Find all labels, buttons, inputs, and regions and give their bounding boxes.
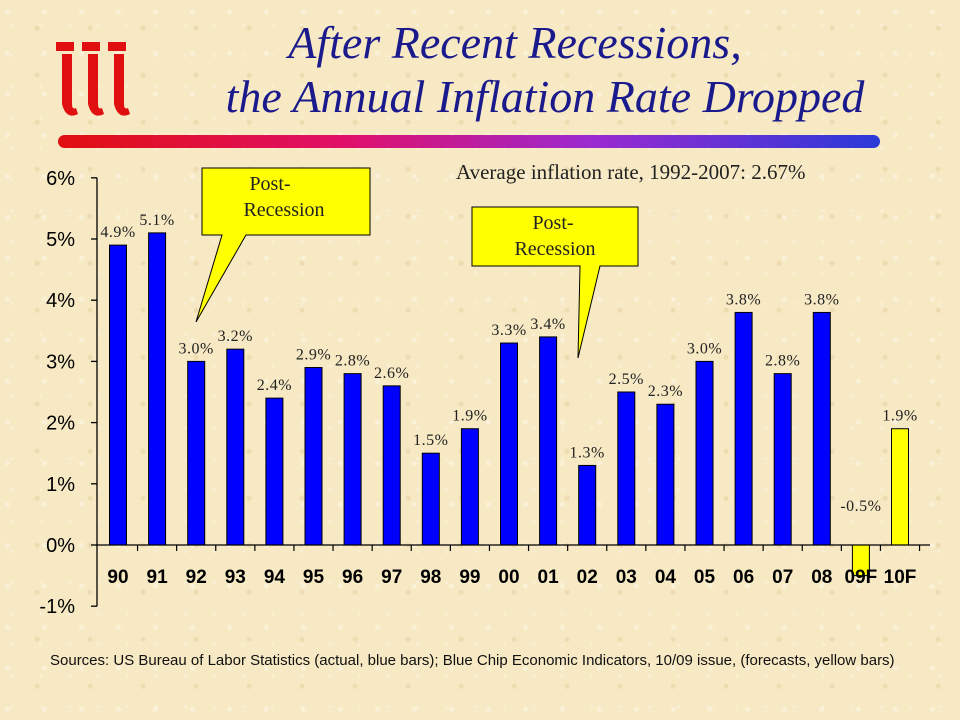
data-label: 1.5% bbox=[413, 432, 448, 449]
data-label: 2.3% bbox=[648, 383, 683, 400]
x-tick-label: 99 bbox=[459, 567, 480, 588]
x-tick-label: 09F bbox=[845, 567, 878, 588]
x-tick-label: 93 bbox=[225, 567, 246, 588]
data-label: 5.1% bbox=[139, 212, 174, 229]
bar-03 bbox=[617, 391, 636, 546]
y-tick-label: 0% bbox=[46, 535, 75, 557]
x-tick-label: 01 bbox=[538, 567, 560, 588]
x-tick-label: 00 bbox=[498, 567, 519, 588]
callout-1-line2: Recession bbox=[243, 199, 324, 221]
x-tick-label: 02 bbox=[577, 567, 598, 588]
x-tick-label: 94 bbox=[264, 567, 286, 588]
title-divider bbox=[58, 135, 880, 148]
y-tick-label: -1% bbox=[39, 596, 75, 618]
data-label: 2.8% bbox=[765, 353, 800, 370]
x-tick-label: 04 bbox=[655, 567, 677, 588]
x-tick-label: 97 bbox=[381, 567, 402, 588]
bar-02 bbox=[578, 464, 597, 546]
x-tick-label: 06 bbox=[733, 567, 754, 588]
bar-06 bbox=[734, 311, 753, 546]
bar-08 bbox=[812, 311, 831, 546]
bar-95 bbox=[304, 367, 323, 546]
data-label: 2.6% bbox=[374, 365, 409, 382]
bar-10F bbox=[891, 428, 909, 546]
x-tick-label: 96 bbox=[342, 567, 363, 588]
data-label: 3.2% bbox=[218, 328, 253, 345]
average-note: Average inflation rate, 1992-2007: 2.67% bbox=[456, 160, 806, 184]
sources-note: Sources: US Bureau of Labor Statistics (… bbox=[50, 652, 895, 669]
iii-logo-icon bbox=[56, 42, 130, 116]
data-label: 1.9% bbox=[452, 408, 487, 425]
data-label: 2.5% bbox=[609, 371, 644, 388]
x-tick-label: 03 bbox=[616, 567, 637, 588]
callout-post-recession-2: Post- Recession bbox=[471, 206, 639, 359]
data-label: -0.5% bbox=[840, 498, 881, 515]
x-tick-label: 90 bbox=[107, 567, 128, 588]
bar-99 bbox=[460, 428, 479, 546]
x-tick-label: 10F bbox=[884, 567, 917, 588]
bar-90 bbox=[109, 244, 127, 546]
data-label: 3.3% bbox=[491, 322, 526, 339]
data-label: 2.9% bbox=[296, 347, 331, 364]
y-tick-label: 1% bbox=[46, 474, 75, 496]
bar-04 bbox=[656, 403, 675, 546]
y-tick-label: 6% bbox=[46, 168, 75, 190]
data-label: 3.8% bbox=[804, 291, 839, 308]
title-line-1: After Recent Recessions, bbox=[288, 17, 742, 68]
data-label: 3.8% bbox=[726, 291, 761, 308]
data-label: 1.9% bbox=[882, 408, 917, 425]
bar-91 bbox=[148, 232, 167, 546]
data-label: 1.3% bbox=[570, 444, 605, 461]
data-label: 4.9% bbox=[100, 224, 135, 241]
bar-00 bbox=[500, 342, 518, 546]
bar-01 bbox=[539, 336, 558, 546]
x-tick-label: 98 bbox=[420, 567, 441, 588]
bar-93 bbox=[226, 348, 245, 546]
x-tick-label: 91 bbox=[147, 567, 169, 588]
bar-94 bbox=[265, 397, 284, 546]
data-label: 2.8% bbox=[335, 353, 370, 370]
x-tick-label: 05 bbox=[694, 567, 716, 588]
data-label: 3.4% bbox=[530, 316, 565, 333]
y-tick-label: 3% bbox=[46, 351, 75, 373]
y-tick-label: 2% bbox=[46, 413, 75, 435]
bar-96 bbox=[343, 373, 362, 546]
data-label: 2.4% bbox=[257, 377, 292, 394]
callout-2-line1: Post- bbox=[532, 212, 573, 234]
y-tick-label: 4% bbox=[46, 290, 75, 312]
data-label: 3.0% bbox=[179, 340, 214, 357]
bar-97 bbox=[382, 385, 401, 546]
callout-1-line1: Post- bbox=[249, 173, 290, 195]
x-tick-label: 95 bbox=[303, 567, 325, 588]
x-tick-label: 08 bbox=[811, 567, 832, 588]
x-tick-label: 07 bbox=[772, 567, 793, 588]
bar-05 bbox=[695, 360, 714, 546]
title-line-2: the Annual Inflation Rate Dropped bbox=[225, 71, 865, 122]
y-tick-label: 5% bbox=[46, 229, 75, 251]
bar-98 bbox=[421, 452, 440, 546]
callout-post-recession-1: Post- Recession bbox=[195, 167, 371, 323]
callout-2-line2: Recession bbox=[514, 238, 595, 260]
data-label: 3.0% bbox=[687, 340, 722, 357]
bar-92 bbox=[187, 360, 206, 546]
bar-07 bbox=[773, 373, 792, 546]
x-tick-label: 92 bbox=[186, 567, 207, 588]
